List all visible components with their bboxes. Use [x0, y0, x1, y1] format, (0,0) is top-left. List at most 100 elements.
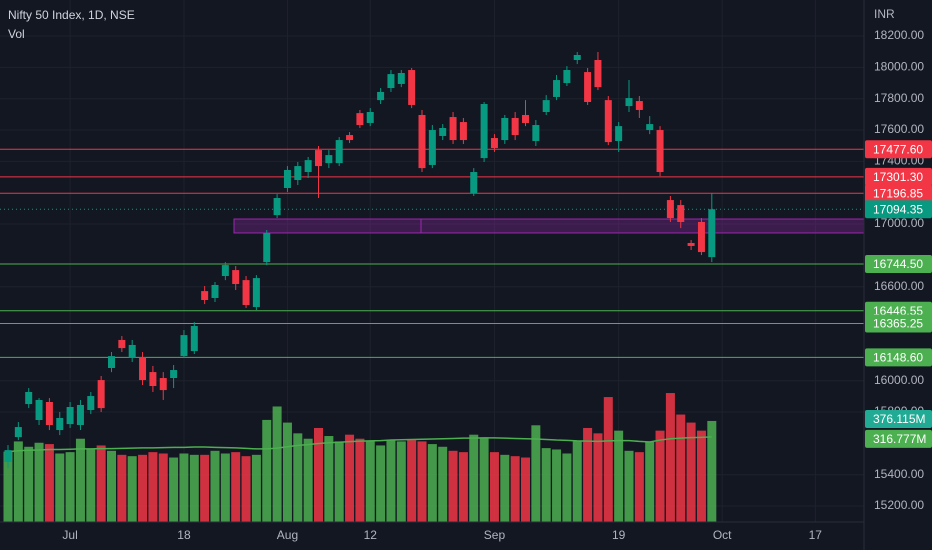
- candle-body: [35, 399, 43, 421]
- volume-tag-bg: [865, 429, 932, 448]
- currency: INR: [874, 7, 895, 21]
- x-tick-label: Oct: [713, 528, 732, 542]
- volume-bar: [583, 427, 593, 522]
- candle-body: [211, 284, 219, 298]
- candle-body: [315, 150, 322, 167]
- candle-body: [459, 122, 467, 141]
- volume-bar: [624, 450, 634, 522]
- price-tag: 16148.60: [873, 351, 923, 365]
- volume-bar: [241, 456, 251, 522]
- volume-bar: [645, 441, 655, 522]
- volume-bar: [220, 453, 230, 522]
- volume-bar: [469, 434, 479, 522]
- volume-bar: [189, 454, 199, 522]
- candle-body: [563, 70, 571, 84]
- candle-body: [325, 155, 333, 164]
- candle-body: [66, 407, 74, 425]
- volume-bar: [655, 430, 665, 522]
- x-tick-label: Aug: [277, 528, 298, 542]
- candle-body: [573, 54, 581, 61]
- y-tick-label: 17800.00: [874, 91, 924, 105]
- volume-bar: [24, 446, 34, 522]
- volume-layer: [3, 393, 717, 522]
- volume-bar: [489, 452, 499, 522]
- y-tick-label: 18200.00: [874, 28, 924, 42]
- candle-body: [553, 80, 561, 97]
- y-tick-label: 16000.00: [874, 373, 924, 387]
- candle-body: [159, 378, 167, 391]
- volume-bar: [417, 441, 427, 522]
- candle-body: [149, 372, 157, 387]
- candle-body: [677, 205, 685, 222]
- volume-bar: [376, 445, 386, 522]
- price-tag: 16446.55: [873, 304, 923, 318]
- candle-body: [532, 125, 540, 141]
- y-tick-label: 18000.00: [874, 60, 924, 74]
- zone-layer: [233, 218, 865, 234]
- candle-body: [377, 91, 385, 101]
- candle-body: [335, 140, 343, 164]
- volume-bar: [334, 441, 344, 522]
- y-tick-label: 15200.00: [874, 498, 924, 512]
- candle-body: [14, 427, 22, 438]
- candle-body: [387, 74, 395, 89]
- volume-tag: 316.777M: [873, 432, 926, 446]
- axis-layer: 18200.0018000.0017800.0017600.0017400.00…: [62, 28, 932, 542]
- candle-body: [439, 127, 447, 136]
- volume-bar: [251, 454, 261, 522]
- volume-bar: [127, 456, 137, 522]
- candle-body: [45, 401, 53, 426]
- volume-bar: [552, 449, 562, 522]
- volume-bar: [396, 441, 406, 522]
- candle-body: [708, 209, 716, 258]
- price-tag: 17301.30: [873, 170, 923, 184]
- volume-tag: 376.115M: [873, 412, 925, 426]
- volume-bar: [386, 440, 396, 522]
- candle-body: [449, 117, 457, 141]
- volume-bar: [3, 451, 13, 522]
- candle-body: [76, 404, 84, 426]
- candle-body: [232, 270, 240, 285]
- y-tick-label: 16600.00: [874, 279, 924, 293]
- volume-bar: [231, 452, 241, 522]
- x-tick-label: Jul: [62, 528, 77, 542]
- x-tick-label: 17: [809, 528, 823, 542]
- candle-layer: [4, 52, 716, 468]
- x-tick-label: 12: [364, 528, 378, 542]
- y-tick-label: 15400.00: [874, 467, 924, 481]
- volume-bar: [65, 452, 75, 522]
- volume-bar: [148, 452, 158, 522]
- candle-body: [408, 70, 416, 105]
- candle-body: [635, 101, 643, 110]
- volume-bar: [686, 422, 696, 522]
- price-tag-bg: [865, 348, 932, 367]
- candle-body: [304, 160, 312, 173]
- candle-body: [273, 198, 281, 216]
- volume-bar: [282, 422, 292, 522]
- volume-bar: [96, 445, 106, 522]
- price-tag-bg: [865, 314, 932, 333]
- volume-tag-bg: [865, 409, 932, 428]
- candle-body: [170, 370, 178, 379]
- candle-body: [656, 130, 664, 173]
- candle-body: [666, 200, 674, 219]
- volume-bar: [707, 420, 717, 522]
- volume-bar: [634, 452, 644, 522]
- volume-bar: [510, 456, 520, 522]
- candle-body: [4, 450, 12, 462]
- volume-bar: [34, 442, 44, 522]
- volume-bar: [407, 440, 417, 522]
- candle-body: [139, 357, 147, 381]
- candle-body: [490, 138, 498, 149]
- candle-body: [625, 98, 633, 107]
- candle-body: [25, 391, 33, 405]
- volume-bar: [345, 434, 355, 522]
- volume-bar: [438, 446, 448, 522]
- volume-bar: [117, 454, 127, 522]
- volume-bar: [665, 393, 675, 522]
- y-tick-label: 17000.00: [874, 216, 924, 230]
- candle-body: [56, 417, 64, 431]
- candle-body: [397, 73, 405, 84]
- volume-bar: [521, 457, 530, 522]
